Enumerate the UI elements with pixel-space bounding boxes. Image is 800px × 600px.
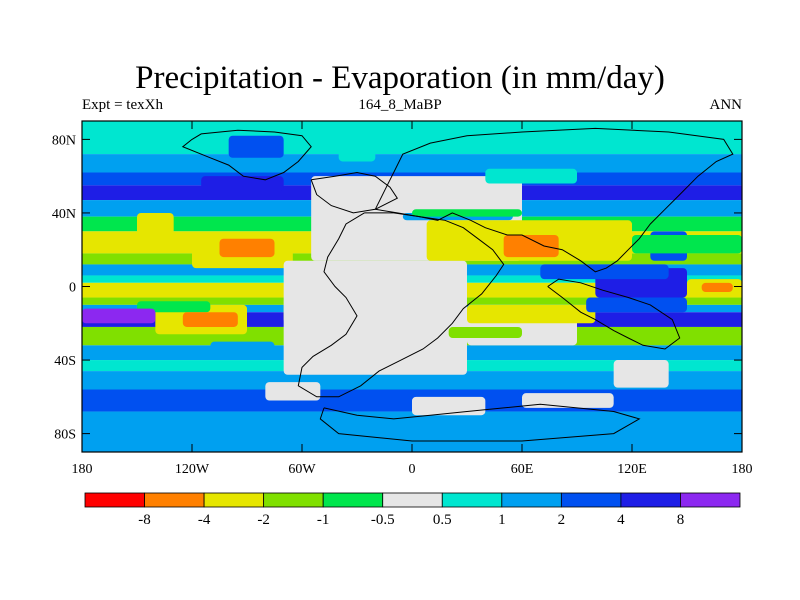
colorbar-label: -2 — [257, 512, 270, 528]
colorbar-label: 0.5 — [433, 512, 452, 528]
colorbar-box — [560, 492, 622, 508]
field-region-0 — [137, 212, 174, 236]
field-region-27 — [265, 382, 321, 401]
colorbar-box — [620, 492, 681, 508]
field-region-8 — [201, 176, 284, 191]
colorbar-label: -8 — [138, 512, 151, 528]
field-region-15 — [412, 209, 522, 217]
colorbar-box — [144, 492, 205, 508]
colorbar-label: -4 — [198, 512, 211, 528]
colorbar-label: 1 — [498, 512, 506, 528]
field-region-23 — [586, 297, 687, 313]
coastline-layer — [181, 127, 734, 442]
colorbar-box — [501, 492, 562, 508]
field-region-5 — [182, 312, 238, 327]
field-layer — [82, 121, 742, 452]
colorbar-box — [441, 492, 503, 508]
center-string: 164_8_MaBP — [358, 97, 442, 113]
colorbar-label: -0.5 — [371, 512, 395, 528]
colorbar-label: 4 — [617, 512, 625, 528]
y-tick-label: 80S — [54, 428, 76, 443]
x-tick-label: 180 — [72, 462, 93, 477]
field-region-9 — [82, 308, 156, 324]
field-region-4 — [137, 301, 211, 313]
coastline-2 — [374, 127, 734, 273]
colorbar-label: -1 — [317, 512, 330, 528]
y-axis: 80N 40N 0 40S 80S — [52, 133, 742, 443]
field-region-25 — [701, 282, 733, 293]
x-tick-label: 60W — [288, 462, 316, 477]
colorbar-label: 2 — [558, 512, 566, 528]
x-tick-label: 180 — [732, 462, 753, 477]
zonal-band-17 — [82, 371, 742, 390]
x-axis: 180 120W 60W 0 60E 120E 180 — [72, 121, 753, 477]
field-region-17 — [503, 235, 559, 258]
colorbar-box — [203, 492, 265, 508]
field-region-32 — [338, 139, 376, 162]
field-region-26 — [632, 235, 742, 254]
colorbar-box — [84, 492, 145, 508]
coastline-5 — [319, 403, 641, 442]
coastline-0 — [181, 129, 312, 181]
x-tick-label: 60E — [511, 462, 534, 477]
colorbar-box — [382, 492, 443, 508]
x-tick-label: 0 — [409, 462, 416, 477]
colorbar-box — [322, 492, 384, 508]
y-tick-label: 0 — [69, 281, 76, 296]
field-region-18 — [467, 304, 596, 324]
right-string: ANN — [709, 97, 743, 113]
left-string: Expt = texXh — [82, 97, 163, 113]
y-tick-label: 40N — [52, 207, 76, 222]
colorbar-box — [680, 492, 741, 508]
coastline-1 — [310, 171, 399, 214]
colorbar-box — [263, 492, 324, 508]
field-region-19 — [448, 326, 522, 338]
field-region-13 — [613, 360, 669, 388]
coastline-4 — [547, 278, 681, 350]
coastline-3 — [297, 212, 505, 398]
chart-title: Precipitation - Evaporation (in mm/day) — [135, 60, 665, 96]
colorbar: -8 -4 -2 -1 -0.5 0.5 1 2 4 8 — [84, 492, 741, 528]
field-region-21 — [540, 264, 669, 280]
field-region-2 — [219, 238, 275, 258]
x-tick-label: 120E — [617, 462, 647, 477]
field-region-28 — [412, 396, 486, 416]
field-region-7 — [210, 341, 275, 361]
zonal-band-1 — [82, 154, 742, 173]
y-tick-label: 40S — [54, 354, 76, 369]
x-tick-label: 120W — [175, 462, 210, 477]
colorbar-label: 8 — [677, 512, 685, 528]
y-tick-label: 80N — [52, 133, 76, 148]
field-region-30 — [485, 168, 577, 184]
field-region-29 — [522, 393, 614, 408]
field-region-31 — [228, 135, 284, 158]
